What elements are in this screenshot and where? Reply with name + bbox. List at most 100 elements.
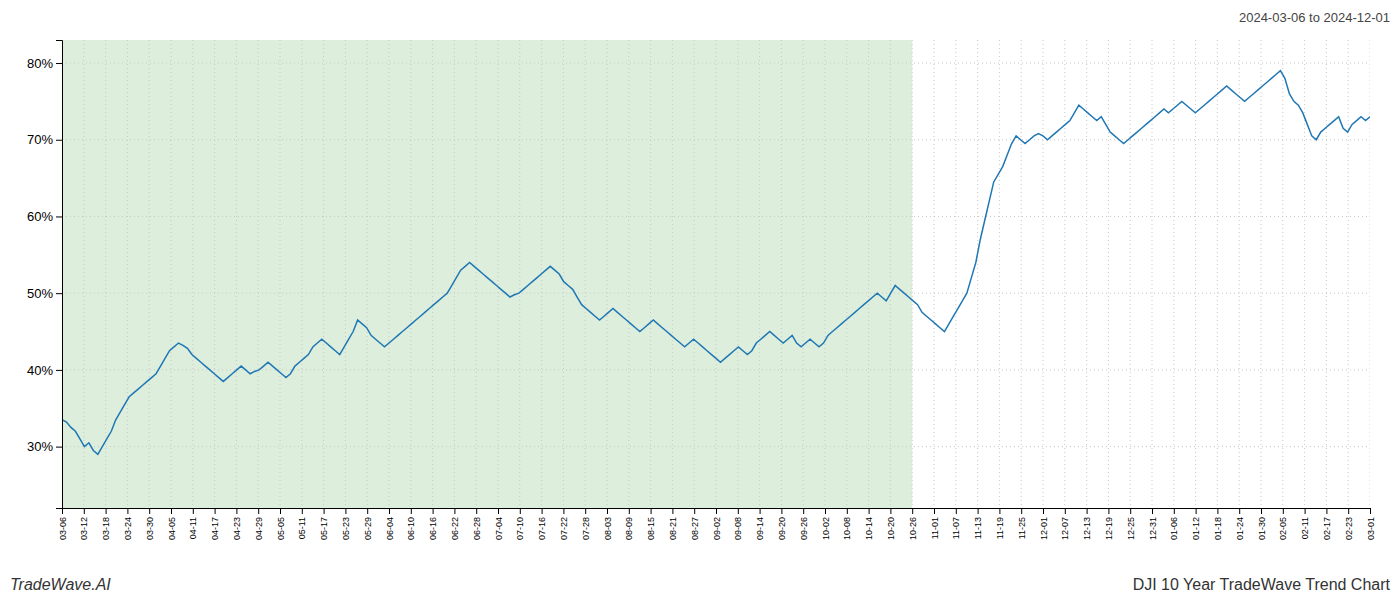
x-tick-label: 01-18	[1213, 517, 1223, 540]
x-tick: 04-23	[232, 508, 242, 540]
grid-line-x	[759, 40, 760, 508]
x-tick-mark	[1348, 508, 1349, 514]
grid-line-x	[280, 40, 281, 508]
x-tick-mark	[1021, 508, 1022, 514]
x-tick-label: 04-05	[167, 517, 177, 540]
grid-line-x	[781, 40, 782, 508]
x-tick-mark	[127, 508, 128, 514]
x-tick-mark	[193, 508, 194, 514]
x-tick-mark	[999, 508, 1000, 514]
x-tick-label: 02-17	[1322, 517, 1332, 540]
x-tick-mark	[1217, 508, 1218, 514]
x-tick-label: 08-15	[646, 517, 656, 540]
x-tick-label: 03-24	[123, 517, 133, 540]
y-tick-label: 60%	[27, 209, 53, 224]
grid-line-x	[127, 40, 128, 508]
x-tick-label: 05-23	[341, 517, 351, 540]
x-tick-mark	[1174, 508, 1175, 514]
x-tick-label: 10-26	[908, 517, 918, 540]
x-tick-mark	[1239, 508, 1240, 514]
x-tick-mark	[106, 508, 107, 514]
x-tick-mark	[454, 508, 455, 514]
x-tick: 09-26	[799, 508, 809, 540]
x-tick-mark	[411, 508, 412, 514]
y-tick: 40%	[27, 363, 62, 378]
grid-line-x	[1064, 40, 1065, 508]
grid-line-x	[694, 40, 695, 508]
x-tick: 08-09	[624, 508, 634, 540]
x-tick-label: 05-11	[297, 517, 307, 539]
x-tick-label: 12-25	[1126, 517, 1136, 540]
x-tick-label: 09-20	[777, 517, 787, 540]
x-axis: 03-06 03-12 03-18 03-24 03-30 04-05 04-11 04-17…	[58, 508, 1376, 540]
x-tick: 09-20	[777, 508, 787, 540]
x-tick-mark	[1087, 508, 1088, 514]
grid-line-x	[432, 40, 433, 508]
grid-line-x	[1282, 40, 1283, 508]
x-tick-label: 10-20	[886, 517, 896, 540]
x-tick-mark	[302, 508, 303, 514]
x-tick: 08-21	[668, 508, 678, 540]
x-tick: 03-01	[1366, 508, 1376, 540]
x-tick-label: 03-12	[79, 517, 89, 540]
grid-line-x	[1086, 40, 1087, 508]
x-tick-mark	[716, 508, 717, 514]
x-tick-mark	[760, 508, 761, 514]
x-tick: 03-18	[101, 508, 111, 540]
x-tick-label: 08-27	[690, 517, 700, 540]
x-tick: 04-29	[254, 508, 264, 540]
grid-line-x	[1326, 40, 1327, 508]
grid-line-x	[999, 40, 1000, 508]
x-tick: 02-23	[1344, 508, 1354, 540]
x-tick: 04-05	[167, 508, 177, 540]
grid-line-x	[955, 40, 956, 508]
x-tick-label: 06-22	[450, 517, 460, 540]
grid-line-x	[563, 40, 564, 508]
x-tick: 07-28	[581, 508, 591, 540]
x-tick-label: 08-03	[603, 517, 613, 540]
grid-line-x	[803, 40, 804, 508]
x-tick-label: 03-06	[58, 517, 68, 540]
x-tick: 07-04	[494, 508, 504, 540]
x-tick-label: 06-16	[428, 517, 438, 540]
x-tick-label: 01-06	[1169, 517, 1179, 540]
grid-line-x	[236, 40, 237, 508]
x-tick-mark	[1065, 508, 1066, 514]
x-tick-label: 04-11	[188, 517, 198, 539]
x-tick: 11-19	[995, 508, 1005, 539]
y-axis-line	[56, 41, 63, 509]
x-tick: 11-25	[1017, 508, 1027, 539]
x-tick-mark	[825, 508, 826, 514]
x-tick: 03-12	[79, 508, 89, 540]
x-axis-line	[63, 509, 1371, 515]
grid-line-y	[62, 216, 1370, 217]
grid-line-x	[912, 40, 913, 508]
grid-line-y	[62, 446, 1370, 447]
shaded-span	[62, 40, 912, 508]
x-tick-label: 09-08	[733, 517, 743, 540]
y-tick-label: 50%	[27, 286, 53, 301]
x-tick: 06-16	[428, 508, 438, 540]
x-tick-label: 03-18	[101, 517, 111, 540]
grid-line-x	[977, 40, 978, 508]
x-tick-mark	[171, 508, 172, 514]
x-tick: 03-24	[123, 508, 133, 540]
grid-line-x	[846, 40, 847, 508]
grid-line-x	[258, 40, 259, 508]
x-tick: 08-27	[690, 508, 700, 540]
x-tick: 01-18	[1213, 508, 1223, 540]
x-tick-label: 12-19	[1104, 517, 1114, 540]
grid-line-y	[62, 63, 1370, 64]
x-tick: 06-10	[406, 508, 416, 540]
x-tick-mark	[1370, 508, 1371, 514]
x-tick: 10-20	[886, 508, 896, 540]
x-tick-mark	[563, 508, 564, 514]
x-tick-label: 04-17	[210, 517, 220, 540]
x-tick: 06-04	[385, 508, 395, 540]
grid-line-x	[868, 40, 869, 508]
x-tick: 05-11	[297, 508, 307, 539]
grid-line-x	[1239, 40, 1240, 508]
x-tick-mark	[367, 508, 368, 514]
x-tick-label: 03-30	[145, 517, 155, 540]
x-tick: 12-13	[1082, 508, 1092, 540]
